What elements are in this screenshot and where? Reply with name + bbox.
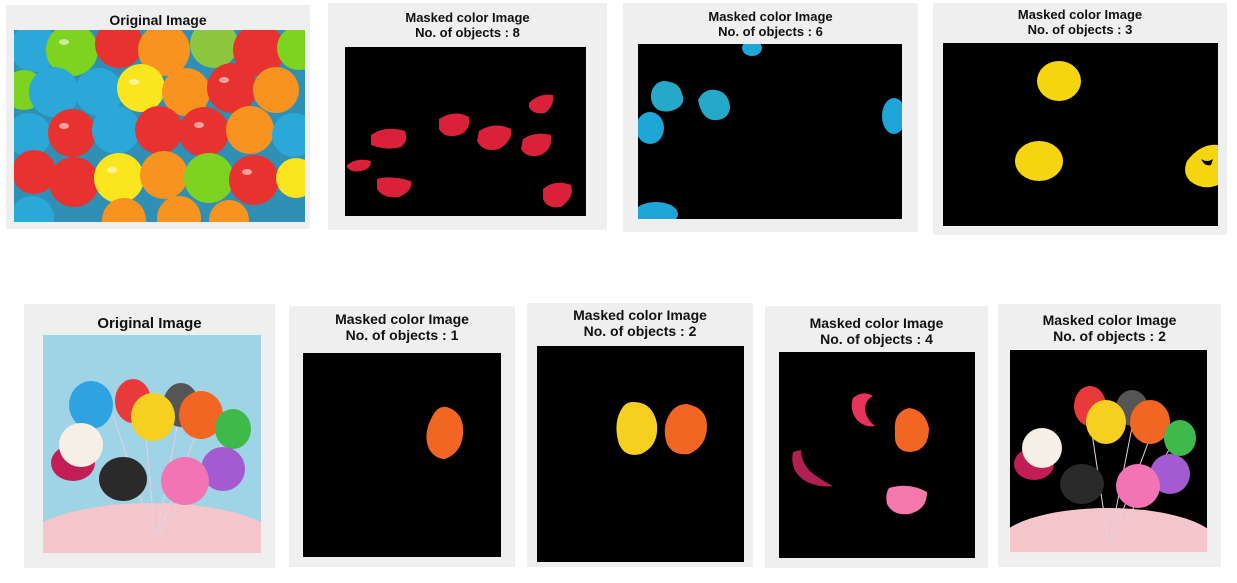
panel-title: Masked color Image No. of objects : 6 [708,9,833,39]
multi-color-mask-image [1010,350,1207,552]
panel-title: Masked color Image No. of objects : 3 [1017,7,1143,37]
figure-panel-original-balloons: Original Image [24,304,275,568]
orange-mask-image [303,353,501,557]
figure-panel-cyan-mask: Masked color Image No. of objects : 6 [623,3,918,232]
panel-title: Original Image [97,315,202,332]
panel-title: Masked color Image No. of objects : 8 [405,10,530,40]
panel-title: Masked color Image No. of objects : 4 [809,315,944,348]
panel-title: Masked color Image No. of objects : 2 [1042,312,1177,345]
original-gumballs-image [14,30,305,222]
panel-title: Original Image [109,12,207,28]
figure-panel-red-mask: Masked color Image No. of objects : 8 [328,3,607,230]
pink-red-mask-image [779,352,975,558]
panel-title: Masked color Image No. of objects : 1 [335,311,469,344]
figure-panel-original-gumballs: Original Image [6,5,310,229]
figure-panel-mask-3: Masked color Image No. of objects : 4 [765,306,988,568]
original-balloons-image [43,335,261,553]
figure-panel-mask-2: Masked color Image No. of objects : 2 [527,303,753,567]
panel-title: Masked color Image No. of objects : 2 [573,307,707,340]
figure-panel-yellow-mask: Masked color Image No. of objects : 3 [933,3,1227,235]
red-mask-image [345,47,586,216]
yellow-orange-mask-image [537,346,744,562]
yellow-mask-image [943,43,1218,226]
figure-panel-mask-4: Masked color Image No. of objects : 2 [998,304,1221,567]
cyan-mask-image [638,44,902,219]
figure-panel-mask-1: Masked color Image No. of objects : 1 [289,306,515,567]
